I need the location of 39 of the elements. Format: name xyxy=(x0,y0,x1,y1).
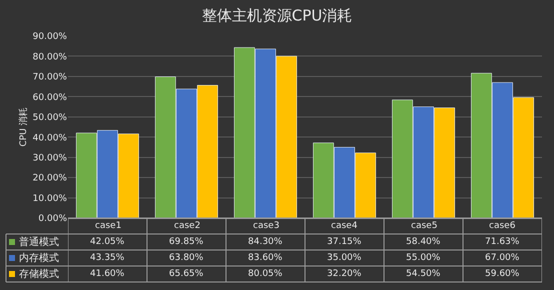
data-label: 71.63% xyxy=(485,237,520,247)
x-tick-label: case2 xyxy=(174,221,200,231)
data-label: 67.00% xyxy=(485,253,520,263)
x-tick-label: case4 xyxy=(331,221,358,231)
data-label: 41.60% xyxy=(90,269,125,279)
data-label: 37.15% xyxy=(327,237,362,247)
data-label: 32.20% xyxy=(327,269,362,279)
y-tick-label: 60.00% xyxy=(32,92,68,103)
data-label: 59.60% xyxy=(485,269,520,279)
data-label: 42.05% xyxy=(90,237,125,247)
legend-label: 内存模式 xyxy=(19,252,59,264)
data-label: 84.30% xyxy=(248,237,283,247)
data-label: 63.80% xyxy=(169,253,204,263)
y-tick-label: 10.00% xyxy=(32,194,68,204)
data-label: 54.50% xyxy=(406,269,441,279)
legend-label: 普通模式 xyxy=(19,236,59,248)
x-tick-label: case5 xyxy=(411,221,438,231)
data-label: 80.05% xyxy=(248,269,283,279)
x-tick-label: case6 xyxy=(489,221,516,231)
data-label: 83.60% xyxy=(248,253,283,263)
chart-title: 整体主机资源CPU消耗 xyxy=(202,6,352,25)
y-tick-label: 70.00% xyxy=(32,72,68,83)
data-label: 69.85% xyxy=(169,237,204,247)
data-label: 65.65% xyxy=(169,269,204,279)
data-label: 43.35% xyxy=(90,253,125,263)
data-label: 35.00% xyxy=(327,253,362,263)
x-tick-label: case1 xyxy=(95,221,122,231)
y-tick-label: 80.00% xyxy=(32,52,68,62)
y-tick-label: 50.00% xyxy=(32,113,68,124)
y-tick-label: 20.00% xyxy=(32,174,68,184)
y-tick-label: 40.00% xyxy=(32,133,68,144)
y-tick-label: 30.00% xyxy=(32,153,68,164)
y-axis-title: CPU 消耗 xyxy=(18,107,30,147)
y-tick-label: 0.00% xyxy=(38,214,68,224)
x-tick-label: case3 xyxy=(253,221,280,231)
data-label: 58.40% xyxy=(406,237,441,247)
legend-label: 存储模式 xyxy=(19,268,59,280)
y-tick-label: 90.00% xyxy=(32,32,68,42)
data-label: 55.00% xyxy=(406,253,441,263)
